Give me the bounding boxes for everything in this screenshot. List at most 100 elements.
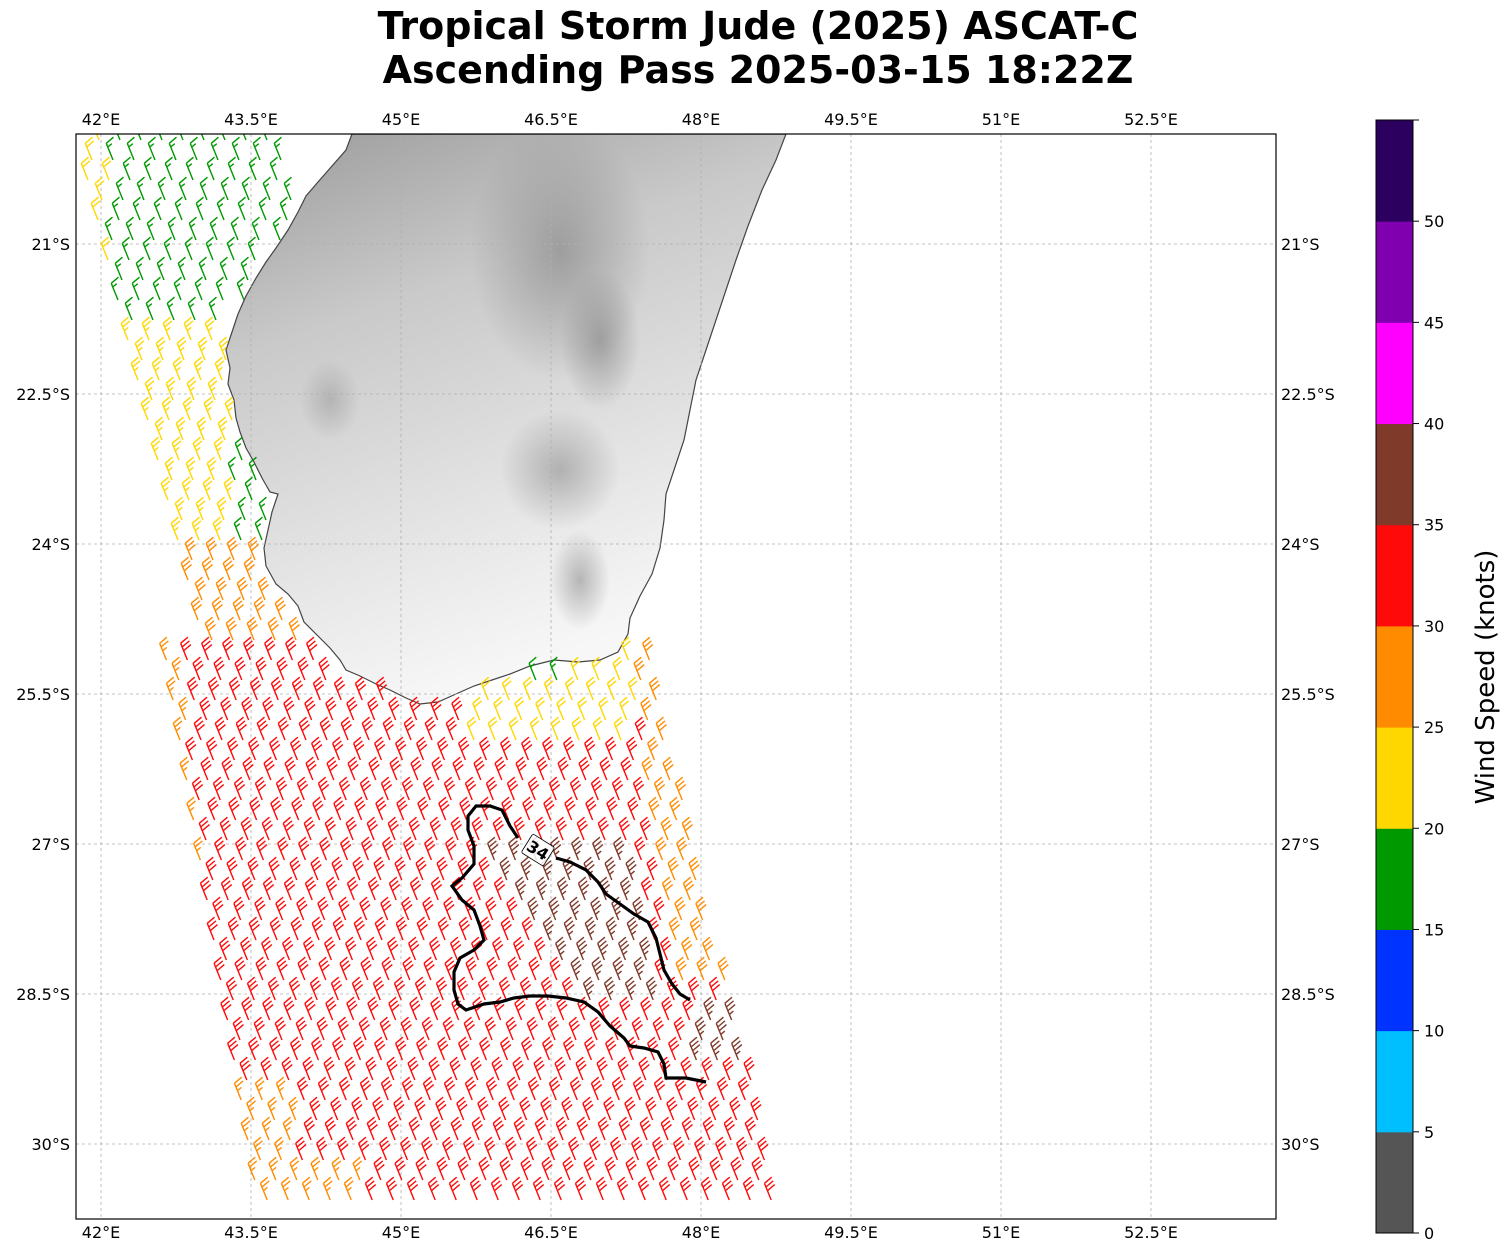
wind-barb [310, 856, 322, 881]
wind-barb [254, 776, 267, 801]
wind-barb [400, 1016, 412, 1041]
wind-barb [264, 636, 276, 661]
wind-barb [254, 1076, 265, 1101]
wind-barb [184, 236, 193, 261]
wind-barb [346, 696, 358, 721]
wind-barb [564, 676, 575, 701]
wind-barb [562, 1156, 574, 1181]
wind-barb [403, 716, 415, 741]
wind-barb [513, 1116, 525, 1141]
wind-barb [146, 216, 155, 241]
wind-barb [542, 1036, 554, 1061]
wind-barb [408, 816, 420, 841]
wind-barb [589, 1016, 601, 1041]
wind-barb [240, 256, 249, 281]
wind-barb [431, 756, 443, 781]
wind-barb [231, 136, 240, 161]
wind-barb [310, 1156, 321, 1181]
wind-barb [215, 276, 224, 301]
wind-barb [512, 1056, 524, 1081]
wind-barb [237, 496, 246, 521]
wind-barb [179, 756, 190, 781]
wind-barb [367, 876, 380, 901]
wind-barb [345, 1116, 357, 1141]
wind-barb [716, 1076, 729, 1101]
wind-barb [122, 156, 131, 181]
wind-barb [484, 1016, 496, 1041]
wind-barb [220, 696, 232, 721]
wind-barb [501, 676, 512, 701]
wind-barb [143, 156, 152, 181]
wind-barb [408, 1116, 420, 1141]
wind-barb [520, 856, 532, 881]
wind-barb [491, 1056, 503, 1081]
wind-barb [421, 1136, 433, 1161]
wind-barb [511, 1176, 524, 1201]
wind-barb [195, 196, 204, 221]
wind-barb [234, 436, 243, 461]
wind-barb [304, 876, 317, 901]
wind-barb [331, 856, 343, 881]
wind-barb [715, 1016, 727, 1041]
wind-barb [576, 1116, 588, 1141]
wind-barb [125, 216, 134, 241]
wind-barb [269, 1036, 281, 1061]
wind-barb [237, 196, 246, 221]
wind-barb [311, 1036, 323, 1061]
wind-barb [141, 316, 152, 341]
wind-barb [317, 1076, 330, 1101]
wind-barb [269, 736, 281, 761]
wind-barb [216, 496, 227, 521]
wind-barb [323, 1056, 335, 1081]
wind-barb [479, 736, 491, 761]
wind-barb [276, 956, 288, 981]
wind-barb [296, 776, 309, 801]
wind-barb [611, 776, 624, 801]
wind-barb [627, 676, 638, 701]
wind-barb [199, 876, 212, 901]
wind-barb [192, 656, 204, 681]
wind-barb [500, 736, 512, 761]
colorbar-segment [1376, 727, 1413, 829]
wind-barb [592, 716, 603, 741]
wind-barb [157, 176, 166, 201]
map-title: Tropical Storm Jude (2025) ASCAT-C Ascen… [0, 4, 1512, 92]
wind-barb [177, 256, 186, 281]
wind-barb [445, 836, 457, 861]
wind-barb [596, 1056, 608, 1081]
wind-barb [186, 376, 197, 401]
wind-barb [673, 1016, 685, 1041]
wind-barb [513, 936, 525, 961]
wind-barb [521, 1036, 533, 1061]
wind-barb [695, 896, 707, 921]
wind-barb [374, 736, 386, 761]
map-frame [75, 133, 1277, 1220]
wind-barb [252, 136, 261, 161]
wind-barb [590, 1076, 603, 1101]
wind-barb [346, 996, 358, 1021]
wind-barb [213, 656, 225, 681]
wind-barb [232, 596, 244, 621]
wind-barb [201, 636, 213, 661]
wind-barb [519, 976, 532, 1001]
wind-barb [337, 1136, 349, 1161]
wind-barb [388, 996, 400, 1021]
wind-barb [437, 736, 449, 761]
wind-barb [736, 1136, 748, 1161]
wind-barb [159, 636, 169, 661]
wind-barb [478, 856, 490, 881]
colorbar-segment [1376, 625, 1413, 728]
wind-barb [409, 696, 421, 721]
wind-barb [181, 476, 192, 501]
wind-barb [190, 596, 202, 621]
wind-barb [422, 776, 435, 801]
wind-barb [228, 796, 240, 821]
wind-barb [344, 1056, 356, 1081]
wind-barb [353, 1036, 365, 1061]
wind-barb [742, 1176, 755, 1201]
wind-barb [243, 556, 255, 581]
wind-barb [345, 816, 357, 841]
wind-barb [178, 696, 189, 721]
wind-barb [361, 836, 373, 861]
wind-barb [306, 636, 318, 661]
